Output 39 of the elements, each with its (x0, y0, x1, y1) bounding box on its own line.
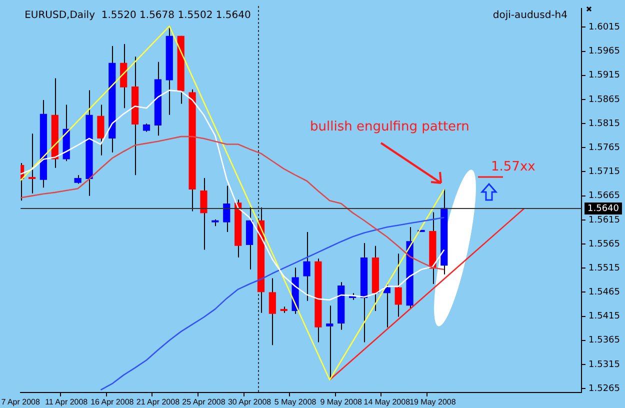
y-tick-label: 1.5465 (588, 288, 620, 298)
y-tick-label: 1.5265 (588, 384, 620, 394)
y-tick-label: 1.5515 (588, 263, 620, 274)
candlestick (28, 133, 36, 194)
x-tick-label: 7 Apr 2008 (1, 397, 40, 406)
candlestick (200, 177, 208, 250)
y-tick-label: 1.5665 (588, 191, 620, 202)
x-tick-label: 30 Apr 2008 (228, 397, 272, 406)
annotation: 1.57xx (491, 159, 536, 174)
x-tick-label: 25 Apr 2008 (182, 397, 226, 406)
x-tick-label: 11 Apr 2008 (45, 397, 88, 406)
y-tick-label: 1.5815 (588, 118, 620, 129)
annotation: bullish engulfing pattern (310, 119, 470, 134)
y-tick-label: 1.5415 (588, 312, 620, 322)
y-tick-label: 1.5915 (588, 70, 620, 81)
x-tick-label: 19 May 2008 (410, 397, 456, 406)
candlestick (303, 231, 310, 302)
x-tick-label: 16 Apr 2008 (90, 397, 134, 406)
y-tick-label: 1.5565 (588, 239, 620, 250)
y-tick-label: 1.5715 (588, 167, 620, 178)
y-tick-label: 1.5615 (588, 215, 620, 226)
chart-title: EURUSD,Daily 1.5520 1.5678 1.5502 1.5640 (24, 10, 251, 21)
x-tick-label: 9 May 2008 (320, 397, 363, 406)
y-tick-label: 1.6015 (588, 22, 620, 33)
x-tick-label: 21 Apr 2008 (136, 397, 180, 406)
y-tick-label: 1.5315 (588, 360, 620, 370)
y-tick-label: 1.5365 (588, 336, 620, 346)
candlestick (326, 305, 334, 380)
y-tick-label: 1.5865 (588, 94, 620, 105)
ref-line-label: 1.5640 (588, 204, 620, 214)
y-tick-label: 1.5965 (588, 46, 620, 57)
candlestick (223, 185, 230, 232)
x-tick-label: 14 May 2008 (364, 397, 411, 406)
y-tick-label: 1.5765 (588, 142, 620, 153)
candlestick (97, 104, 104, 156)
candlestick (268, 278, 276, 346)
candlestick (394, 253, 402, 318)
chart-subtitle: doji-audusd-h4 (492, 10, 568, 21)
x-tick-label: 5 May 2008 (274, 397, 317, 406)
